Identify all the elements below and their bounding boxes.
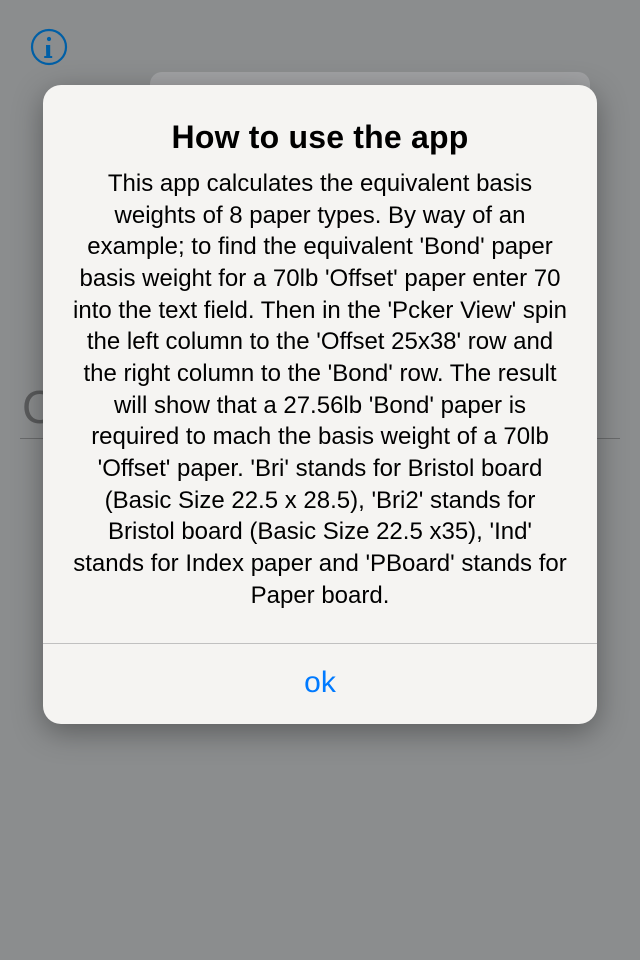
help-dialog: How to use the app This app calculates t… — [43, 85, 597, 724]
dialog-title: How to use the app — [43, 85, 597, 168]
ok-button[interactable]: ok — [43, 644, 597, 724]
dialog-body: This app calculates the equivalent basis… — [43, 168, 597, 643]
info-icon[interactable] — [30, 28, 68, 66]
